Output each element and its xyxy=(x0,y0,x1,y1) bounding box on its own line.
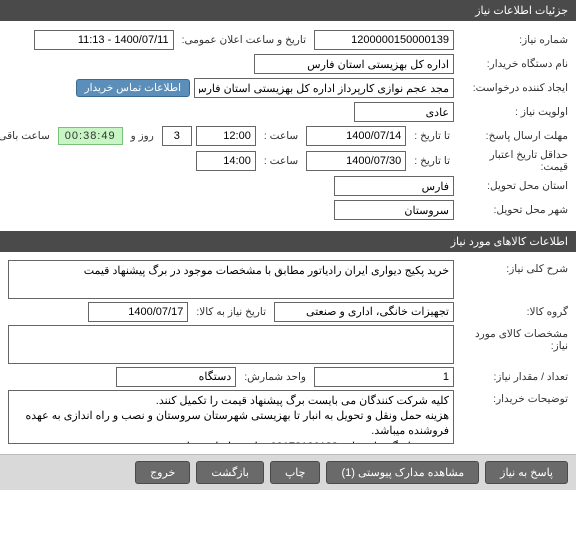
input-request-creator[interactable] xyxy=(194,78,454,98)
row-qty: تعداد / مقدار نیاز: واحد شمارش: xyxy=(8,366,568,388)
row-province: استان محل تحویل: xyxy=(8,175,568,197)
section-title-need-info: جزئیات اطلاعات نیاز xyxy=(475,5,568,17)
label-announce-datetime: تاریخ و ساعت اعلان عمومی: xyxy=(178,34,310,46)
label-city: شهر محل تحویل: xyxy=(458,204,568,216)
row-need-desc: شرح کلی نیاز: xyxy=(8,260,568,299)
label-unit: واحد شمارش: xyxy=(240,371,310,383)
label-hours-remain: ساعت باقی مانده xyxy=(0,130,54,142)
row-buyer-notes: توضیحات خریدار: xyxy=(8,390,568,444)
label-item-need-date: تاریخ نیاز به کالا: xyxy=(192,306,270,318)
input-qty[interactable] xyxy=(314,367,454,387)
row-need-number: شماره نیاز: تاریخ و ساعت اعلان عمومی: xyxy=(8,29,568,51)
main-container: جزئیات اطلاعات نیاز شماره نیاز: تاریخ و … xyxy=(0,0,576,490)
attachments-button[interactable]: مشاهده مدارک پیوستی (1) xyxy=(326,461,479,484)
input-response-to-date[interactable] xyxy=(306,126,406,146)
items-info-form: شرح کلی نیاز: گروه کالا: تاریخ نیاز به ک… xyxy=(0,254,576,454)
textarea-buyer-notes[interactable] xyxy=(8,390,454,444)
row-buyer-org: نام دستگاه خریدار: xyxy=(8,53,568,75)
label-need-number: شماره نیاز: xyxy=(458,34,568,46)
input-days-remain xyxy=(162,126,192,146)
respond-button[interactable]: پاسخ به نیاز xyxy=(485,461,568,484)
row-item-group: گروه کالا: تاریخ نیاز به کالا: xyxy=(8,301,568,323)
textarea-need-desc[interactable] xyxy=(8,260,454,299)
label-item-group: گروه کالا: xyxy=(458,306,568,318)
label-item-spec: مشخصات کالای مورد نیاز: xyxy=(458,325,568,352)
label-buyer-notes: توضیحات خریدار: xyxy=(458,390,568,405)
print-button[interactable]: چاپ xyxy=(270,461,321,484)
row-priority: اولویت نیاز : xyxy=(8,101,568,123)
input-province[interactable] xyxy=(334,176,454,196)
input-validity-to-date[interactable] xyxy=(306,151,406,171)
input-need-number[interactable] xyxy=(314,30,454,50)
label-buyer-org: نام دستگاه خریدار: xyxy=(458,58,568,70)
row-response-deadline: مهلت ارسال پاسخ: تا تاریخ : ساعت : روز و… xyxy=(8,125,568,147)
input-unit[interactable] xyxy=(116,367,236,387)
exit-button[interactable]: خروج xyxy=(135,461,190,484)
label-hour-2: ساعت : xyxy=(260,155,302,167)
input-priority[interactable] xyxy=(354,102,454,122)
row-city: شهر محل تحویل: xyxy=(8,199,568,221)
label-province: استان محل تحویل: xyxy=(458,180,568,192)
input-city[interactable] xyxy=(334,200,454,220)
countdown-timer: 00:38:49 xyxy=(58,127,123,145)
need-info-form: شماره نیاز: تاریخ و ساعت اعلان عمومی: نا… xyxy=(0,23,576,231)
label-to-date-2: تا تاریخ : xyxy=(410,155,454,167)
input-item-need-date[interactable] xyxy=(88,302,188,322)
input-announce-datetime[interactable] xyxy=(34,30,174,50)
label-qty: تعداد / مقدار نیاز: xyxy=(458,371,568,383)
label-response-deadline: مهلت ارسال پاسخ: xyxy=(458,130,568,142)
row-validity: حداقل تاریخ اعتبار قیمت: تا تاریخ : ساعت… xyxy=(8,149,568,173)
contact-buyer-button[interactable]: اطلاعات تماس خریدار xyxy=(76,79,190,97)
label-need-desc: شرح کلی نیاز: xyxy=(458,260,568,275)
label-days: روز و xyxy=(127,130,158,142)
input-buyer-org[interactable] xyxy=(254,54,454,74)
footer-toolbar: پاسخ به نیاز مشاهده مدارک پیوستی (1) چاپ… xyxy=(0,454,576,490)
input-item-group[interactable] xyxy=(274,302,454,322)
label-to-date-1: تا تاریخ : xyxy=(410,130,454,142)
label-request-creator: ایجاد کننده درخواست: xyxy=(458,82,568,94)
section-header-items-info: اطلاعات کالاهای مورد نیاز xyxy=(0,231,576,252)
back-button[interactable]: بازگشت xyxy=(196,461,264,484)
row-request-creator: ایجاد کننده درخواست: اطلاعات تماس خریدار xyxy=(8,77,568,99)
section-header-need-info: جزئیات اطلاعات نیاز xyxy=(0,0,576,21)
label-priority: اولویت نیاز : xyxy=(458,106,568,118)
label-min-validity: حداقل تاریخ اعتبار قیمت: xyxy=(458,149,568,173)
textarea-item-spec[interactable] xyxy=(8,325,454,364)
section-title-items-info: اطلاعات کالاهای مورد نیاز xyxy=(451,236,568,248)
label-hour-1: ساعت : xyxy=(260,130,302,142)
row-item-spec: مشخصات کالای مورد نیاز: xyxy=(8,325,568,364)
input-response-hour[interactable] xyxy=(196,126,256,146)
input-validity-hour[interactable] xyxy=(196,151,256,171)
